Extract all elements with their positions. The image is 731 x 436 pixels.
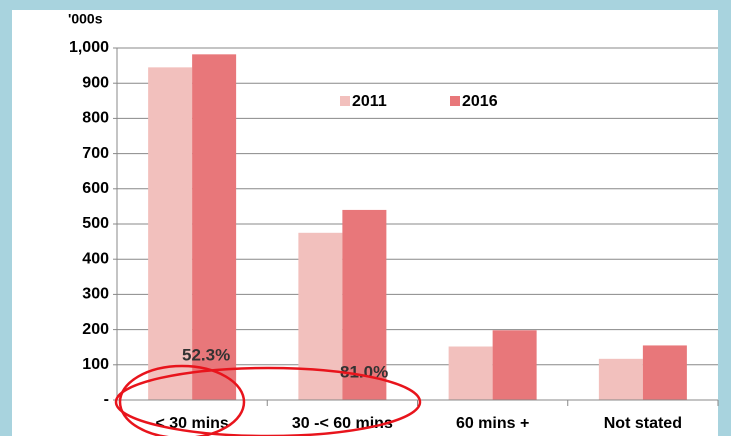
y-tick-label: 100: [82, 356, 109, 373]
y-tick-label: 800: [82, 110, 109, 127]
y-tick-label: 300: [82, 286, 109, 303]
y-tick-label: 700: [82, 145, 109, 162]
bar: [192, 54, 237, 400]
y-tick-label: 500: [82, 215, 109, 232]
legend-swatch: [340, 96, 350, 106]
y-tick-label: 900: [82, 74, 109, 91]
x-tick-label: 60 mins +: [456, 415, 529, 432]
bar: [298, 232, 343, 400]
annotation: 52.3%: [182, 345, 230, 364]
bar: [598, 358, 643, 400]
annotation: 81.0%: [340, 362, 388, 381]
bar: [448, 346, 493, 400]
legend-swatch: [450, 96, 460, 106]
x-tick-label: 30 -< 60 mins: [292, 415, 393, 432]
x-tick-label: < 30 mins: [155, 415, 228, 432]
bar: [492, 330, 537, 400]
legend-label: 2016: [462, 93, 498, 110]
plot: - 100 200 300 400 500 600 700 800 900 1,000 < 30 mi…: [69, 39, 719, 432]
bar: [148, 67, 193, 401]
bar: [342, 209, 387, 400]
x-tick-label: Not stated: [604, 415, 682, 432]
legend-label: 2011: [352, 93, 387, 110]
y-tick-label: 400: [82, 250, 109, 267]
highlight-ellipse: [118, 364, 246, 436]
y-tick-label: 600: [82, 180, 109, 197]
highlight-ellipse: [114, 366, 422, 436]
bar: [642, 345, 687, 400]
y-tick-label: 1,000: [69, 39, 109, 56]
y-axis-unit: '000s: [68, 11, 103, 27]
y-tick-label: 200: [82, 321, 109, 338]
y-tick-label: -: [104, 391, 109, 408]
